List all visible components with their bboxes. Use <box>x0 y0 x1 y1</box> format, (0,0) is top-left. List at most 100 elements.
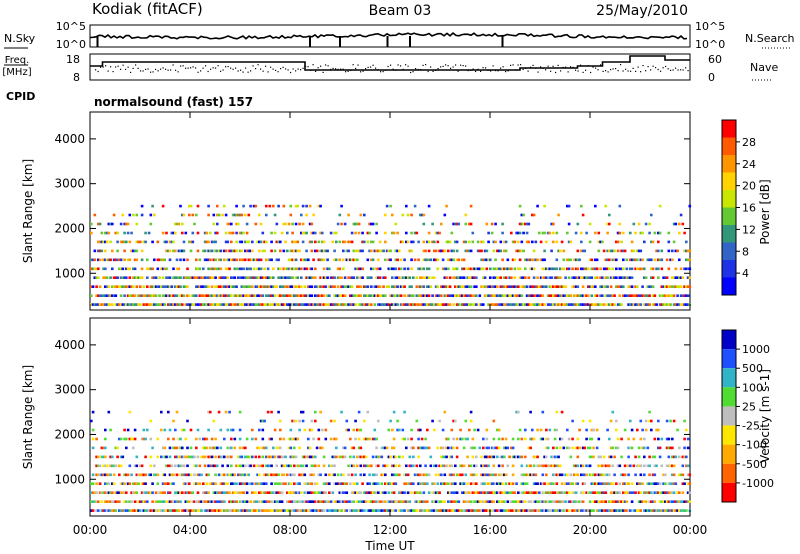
nave-dot <box>295 70 297 72</box>
heatmap-cell <box>611 276 615 279</box>
heatmap-cell <box>468 267 471 271</box>
heatmap-cell <box>623 500 627 503</box>
heatmap-cell <box>686 446 690 450</box>
heatmap-cell <box>681 303 685 306</box>
heatmap-cell <box>342 303 345 306</box>
heatmap-cell <box>90 294 93 297</box>
heatmap-cell <box>371 500 375 503</box>
heatmap-cell <box>394 249 398 253</box>
heatmap-cell <box>524 509 527 512</box>
heatmap-cell <box>492 509 496 512</box>
nave-dot <box>377 69 379 71</box>
heatmap-cell <box>457 303 461 306</box>
heatmap-cell <box>254 482 258 485</box>
heatmap-cell <box>322 276 326 279</box>
heatmap-cell <box>357 509 361 512</box>
freq-tick-bottom-left: 8 <box>73 71 80 84</box>
heatmap-cell <box>559 473 562 477</box>
heatmap-cell <box>277 204 280 208</box>
heatmap-cell <box>679 294 683 297</box>
heatmap-cell <box>202 446 205 450</box>
heatmap-cell <box>564 285 567 288</box>
heatmap-cell <box>289 294 293 297</box>
heatmap-cell <box>664 473 667 477</box>
heatmap-cell <box>349 303 352 306</box>
heatmap-cell <box>298 509 301 512</box>
heatmap-cell <box>541 303 545 306</box>
heatmap-cell <box>485 428 489 432</box>
heatmap-cell <box>123 491 126 494</box>
heatmap-cell <box>482 258 485 262</box>
heatmap-cell <box>454 464 457 468</box>
heatmap-cell <box>352 482 356 485</box>
heatmap-cell <box>109 491 112 494</box>
heatmap-cell <box>109 258 112 262</box>
heatmap-cell <box>326 267 329 271</box>
heatmap-cell <box>422 285 426 288</box>
heatmap-cell <box>91 491 95 494</box>
heatmap-cell <box>181 428 184 432</box>
heatmap-cell <box>105 473 109 477</box>
heatmap-cell <box>618 204 622 208</box>
heatmap-cell <box>230 509 233 512</box>
heatmap-cell <box>238 473 242 477</box>
heatmap-cell <box>359 285 363 288</box>
heatmap-cell <box>527 491 531 494</box>
heatmap-cell <box>559 303 562 306</box>
heatmap-cell <box>203 446 207 450</box>
heatmap-cell <box>630 294 634 297</box>
heatmap-cell <box>536 464 539 468</box>
heatmap-cell <box>676 276 679 279</box>
heatmap-cell <box>140 258 144 262</box>
heatmap-cell <box>177 285 181 288</box>
heatmap-cell <box>184 437 188 441</box>
heatmap-cell <box>583 473 587 477</box>
heatmap-cell <box>95 303 98 306</box>
heatmap-cell <box>139 285 142 288</box>
heatmap-cell <box>322 285 326 288</box>
heatmap-cell <box>265 491 268 494</box>
nave-dot <box>460 64 462 66</box>
heatmap-cell <box>205 500 209 503</box>
heatmap-cell <box>291 509 294 512</box>
heatmap-cell <box>499 482 503 485</box>
heatmap-cell <box>223 500 226 503</box>
heatmap-cell <box>310 428 314 432</box>
heatmap-cell <box>531 509 534 512</box>
heatmap-cell <box>538 303 541 306</box>
heatmap-cell <box>154 276 158 279</box>
heatmap-cell <box>91 410 95 414</box>
heatmap-cell <box>335 446 338 450</box>
heatmap-cell <box>228 303 231 306</box>
heatmap-cell <box>501 464 504 468</box>
heatmap-cell <box>310 249 314 253</box>
heatmap-cell <box>581 482 585 485</box>
heatmap-cell <box>104 509 107 512</box>
heatmap-cell <box>644 303 648 306</box>
heatmap-cell <box>683 482 686 485</box>
heatmap-cell <box>384 491 387 494</box>
heatmap-cell <box>532 213 536 217</box>
heatmap-cell <box>119 509 123 512</box>
heatmap-cell <box>90 491 93 494</box>
heatmap-cell <box>520 249 524 253</box>
heatmap-cell <box>431 294 434 297</box>
heatmap-cell <box>457 294 461 297</box>
heatmap-cell <box>590 267 594 271</box>
heatmap-cell <box>536 285 539 288</box>
heatmap-cell <box>567 500 571 503</box>
heatmap-cell <box>287 482 291 485</box>
heatmap-cell <box>98 222 102 226</box>
heatmap-cell <box>515 509 518 512</box>
heatmap-cell <box>235 240 238 244</box>
heatmap-cell <box>464 249 468 253</box>
heatmap-cell <box>210 464 214 468</box>
heatmap-cell <box>233 500 237 503</box>
nave-dot <box>502 66 504 68</box>
heatmap-cell <box>651 482 655 485</box>
heatmap-cell <box>636 482 639 485</box>
heatmap-cell <box>370 240 373 244</box>
heatmap-cell <box>461 294 464 297</box>
heatmap-cell <box>182 213 186 217</box>
heatmap-cell <box>312 437 315 441</box>
